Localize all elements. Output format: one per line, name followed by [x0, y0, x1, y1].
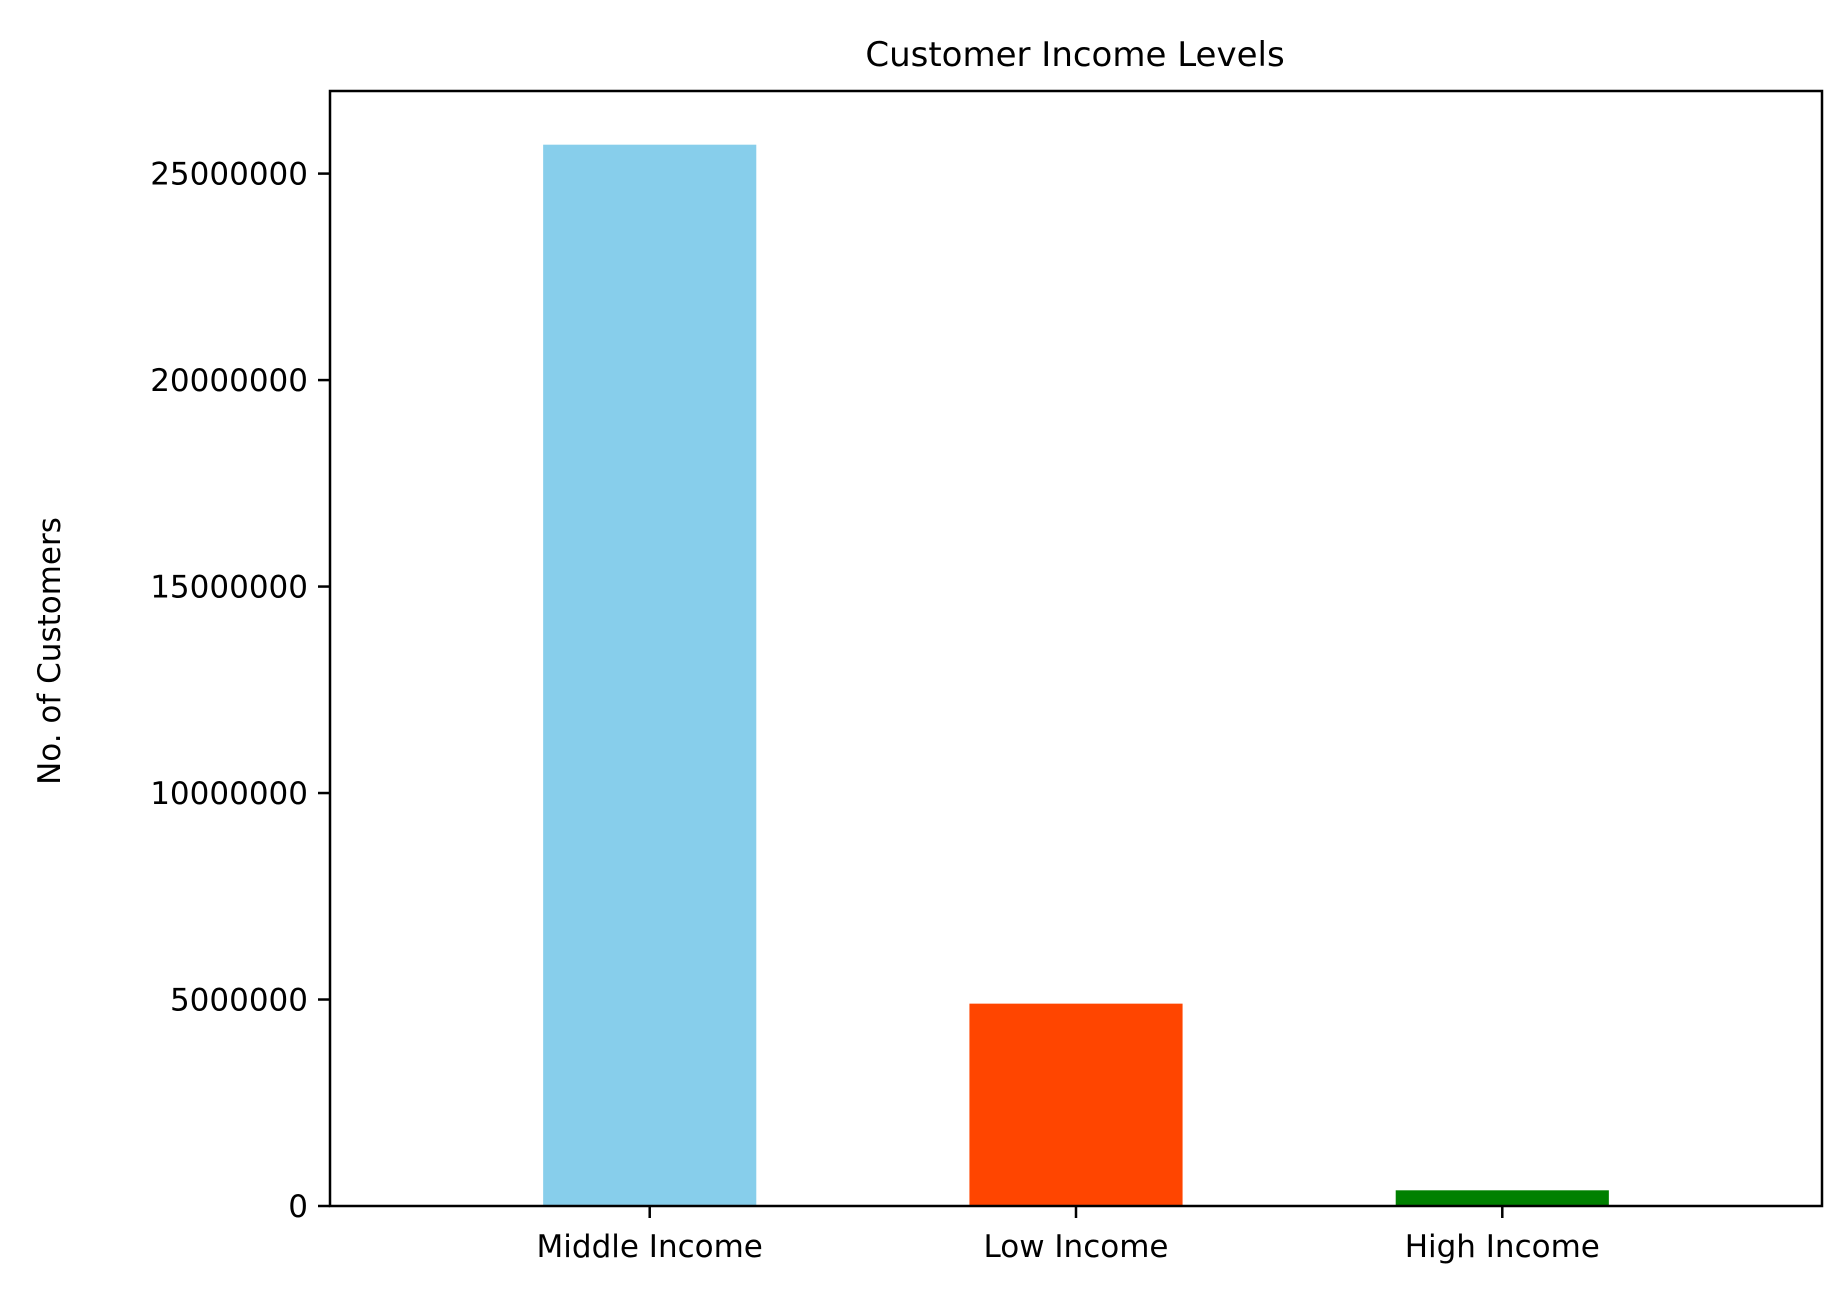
plot-frame — [328, 89, 1824, 1208]
y-tick-label: 5000000 — [170, 983, 308, 1019]
bar — [543, 144, 757, 1206]
y-axis-label: No. of Customers — [32, 517, 68, 785]
chart-title: Customer Income Levels — [865, 35, 1284, 75]
y-tick-label: 25000000 — [150, 157, 308, 193]
bars — [543, 144, 1609, 1206]
y-tick-label: 20000000 — [150, 363, 308, 399]
bar — [969, 1003, 1183, 1206]
x-tick-label: Middle Income — [537, 1229, 763, 1265]
x-tick-label: High Income — [1405, 1229, 1600, 1265]
y-tick-label: 0 — [288, 1189, 308, 1225]
x-tick-label: Low Income — [984, 1229, 1169, 1265]
y-tick-label: 15000000 — [150, 570, 308, 606]
axis-ticks: 0 5000000 10000000 15000000 20000000 25000000… — [150, 157, 1600, 1265]
bar — [1395, 1190, 1609, 1206]
y-tick-label: 10000000 — [150, 776, 308, 812]
